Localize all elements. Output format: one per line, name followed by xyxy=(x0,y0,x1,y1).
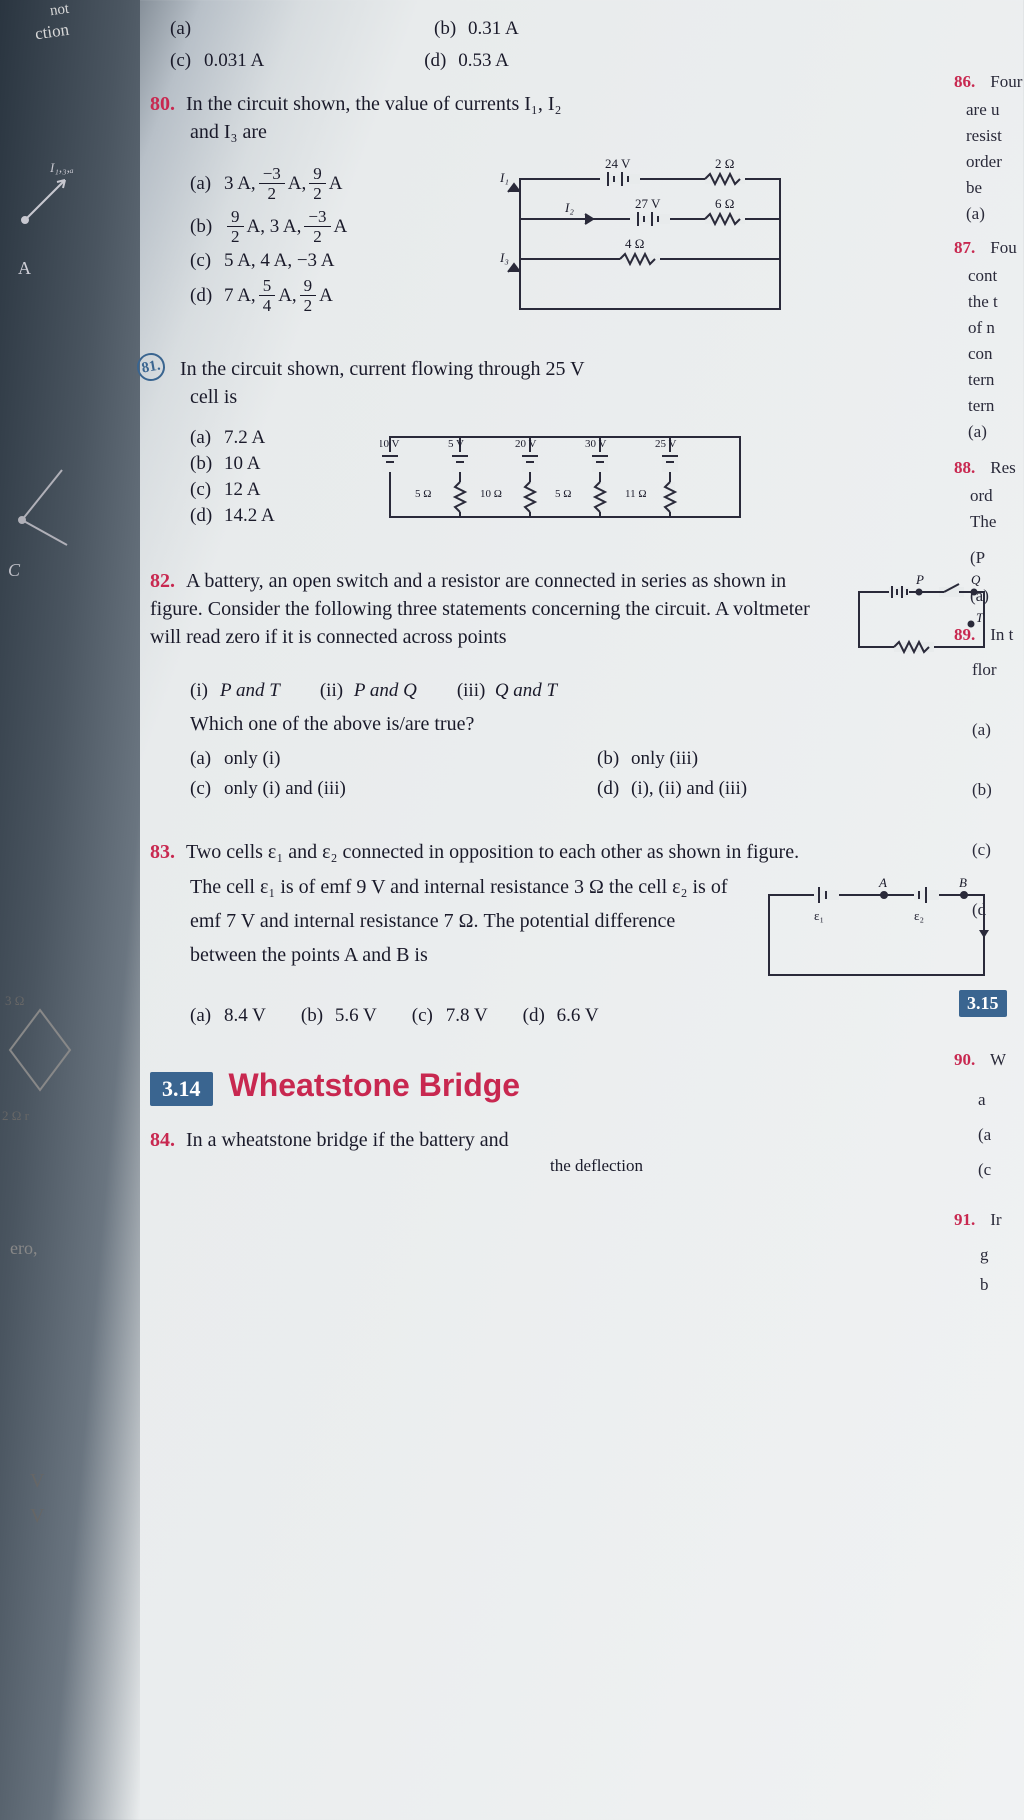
q83-opt-d: (d)6.6 V xyxy=(523,1005,599,1027)
opt-top-a: (a) xyxy=(170,18,204,40)
q84-text: In a wheatstone bridge if the battery an… xyxy=(186,1129,509,1151)
margin-label-ero: ero, xyxy=(10,1238,37,1259)
q83-opt-c: (c)7.8 V xyxy=(412,1005,488,1027)
svg-text:27 V: 27 V xyxy=(635,196,661,211)
svg-text:5 Ω: 5 Ω xyxy=(415,488,431,500)
q84-number: 84. xyxy=(150,1129,182,1152)
q82-roman-iii: (iii)Q and T xyxy=(457,680,557,702)
svg-text:ε₁: ε₁ xyxy=(814,908,824,923)
svg-text:I₁: I₁ xyxy=(499,170,509,185)
right-cutoff-column: 86. Four r are u resist order be (a) 87.… xyxy=(954,0,1024,1820)
svg-text:I₁,₃,ₐ: I₁,₃,ₐ xyxy=(49,160,74,175)
q80-opt-c: (c)5 A, 4 A, −3 A xyxy=(190,250,470,272)
svg-text:ε₂: ε₂ xyxy=(914,908,924,923)
q83-text2: The cell ε₁ is of emf 9 V and internal r… xyxy=(190,870,739,995)
q82-roman-ii: (ii)P and Q xyxy=(320,680,417,702)
q80-text1: In the circuit shown, the value of curre… xyxy=(186,93,562,115)
svg-text:A: A xyxy=(878,875,887,890)
main-content: (a) (b)0.31 A (c)0.031 A (d)0.53 A 80. I… xyxy=(145,0,1024,1196)
svg-text:10 Ω: 10 Ω xyxy=(480,488,502,500)
question-80: 80. In the circuit shown, the value of c… xyxy=(145,82,1024,337)
q81-opt-c: (c)12 A xyxy=(190,479,360,501)
q83-number: 83. xyxy=(150,841,182,864)
q80-opt-d: (d) 7 A, 54 A, 92 A xyxy=(190,276,470,315)
svg-text:25 V: 25 V xyxy=(655,438,677,450)
q83-text1: Two cells ε₁ and ε₂ connected in opposit… xyxy=(186,841,799,863)
svg-text:I₃: I₃ xyxy=(499,250,509,265)
margin-label-A: A xyxy=(18,258,31,279)
svg-text:24 V: 24 V xyxy=(605,156,631,171)
question-81: 81. In the circuit shown, current flowin… xyxy=(145,347,1024,545)
q80-opt-b: (b) 92 A, 3 A, −32 A xyxy=(190,207,470,246)
q82-opt-b: (b)only (iii) xyxy=(597,748,1004,770)
opt-top-b: (b)0.31 A xyxy=(434,18,519,40)
q82-opt-a: (a)only (i) xyxy=(190,748,597,770)
q80-opt-a: (a) 3 A, −32 A, 92 A xyxy=(190,164,470,203)
svg-text:20 V: 20 V xyxy=(515,438,537,450)
svg-text:5 Ω: 5 Ω xyxy=(555,488,571,500)
svg-text:P: P xyxy=(915,572,924,587)
margin-label-V1: V xyxy=(30,1470,44,1493)
svg-text:30 V: 30 V xyxy=(585,438,607,450)
svg-text:4 Ω: 4 Ω xyxy=(625,236,644,251)
svg-text:2 Ω r: 2 Ω r xyxy=(2,1108,30,1123)
q81-circuit: 10 V 5 V 20 V 30 V 25 V 5 Ω 10 Ω 5 Ω 11 … xyxy=(380,417,760,537)
q81-opt-a: (a)7.2 A xyxy=(190,427,360,449)
svg-text:I₂: I₂ xyxy=(564,200,574,215)
margin-label-C: C xyxy=(8,560,20,581)
margin-fig-diamond: 3 Ω 2 Ω r xyxy=(0,990,100,1135)
svg-text:5 V: 5 V xyxy=(448,438,464,450)
q82-opt-c: (c)only (i) and (iii) xyxy=(190,778,597,800)
svg-text:10 V: 10 V xyxy=(380,438,400,450)
margin-fig-angle xyxy=(2,460,82,565)
q80-number: 80. xyxy=(150,93,182,116)
q82-opt-d: (d)(i), (ii) and (iii) xyxy=(597,778,1004,800)
q82-which: Which one of the above is/are true? xyxy=(190,710,1004,738)
question-84: 84. In a wheatstone bridge if the batter… xyxy=(145,1118,1024,1186)
q80-circuit: 24 V 2 Ω 27 V 6 Ω 4 Ω I₁ xyxy=(490,154,800,329)
section-3-14: 3.14 Wheatstone Bridge xyxy=(150,1067,1024,1106)
q82-number: 82. xyxy=(150,570,182,593)
q83-opt-b: (b)5.6 V xyxy=(301,1005,377,1027)
margin-label-V2: V xyxy=(30,1505,44,1528)
question-top-partial: (a) (b)0.31 A (c)0.031 A (d)0.53 A xyxy=(145,16,1024,82)
q83-opt-a: (a)8.4 V xyxy=(190,1005,266,1027)
opt-top-c: (c)0.031 A xyxy=(170,50,264,72)
q81-opt-d: (d)14.2 A xyxy=(190,505,360,527)
svg-text:6 Ω: 6 Ω xyxy=(715,196,734,211)
section-title: Wheatstone Bridge xyxy=(229,1067,521,1103)
question-83: 83. Two cells ε₁ and ε₂ connected in opp… xyxy=(145,830,1024,1037)
q82-text: A battery, an open switch and a resistor… xyxy=(150,570,810,648)
section-box: 3.14 xyxy=(150,1072,213,1106)
opt-top-d: (d)0.53 A xyxy=(424,50,509,72)
svg-text:3 Ω: 3 Ω xyxy=(5,993,24,1008)
q82-roman-i: (i)P and T xyxy=(190,680,280,702)
margin-label-not: not xyxy=(49,1,70,21)
margin-fig-arrow1: I₁,₃,ₐ xyxy=(5,150,95,245)
q80-text2: and I₃ are xyxy=(190,118,1004,146)
svg-text:2 Ω: 2 Ω xyxy=(715,156,734,171)
question-82: 82. A battery, an open switch and a resi… xyxy=(145,559,1024,812)
svg-text:11 Ω: 11 Ω xyxy=(625,488,647,500)
q81-text1: In the circuit shown, current flowing th… xyxy=(180,358,585,380)
q81-text2: cell is xyxy=(190,383,1004,411)
q81-opt-b: (b)10 A xyxy=(190,453,360,475)
q84-cut: the deflection xyxy=(550,1154,1004,1178)
